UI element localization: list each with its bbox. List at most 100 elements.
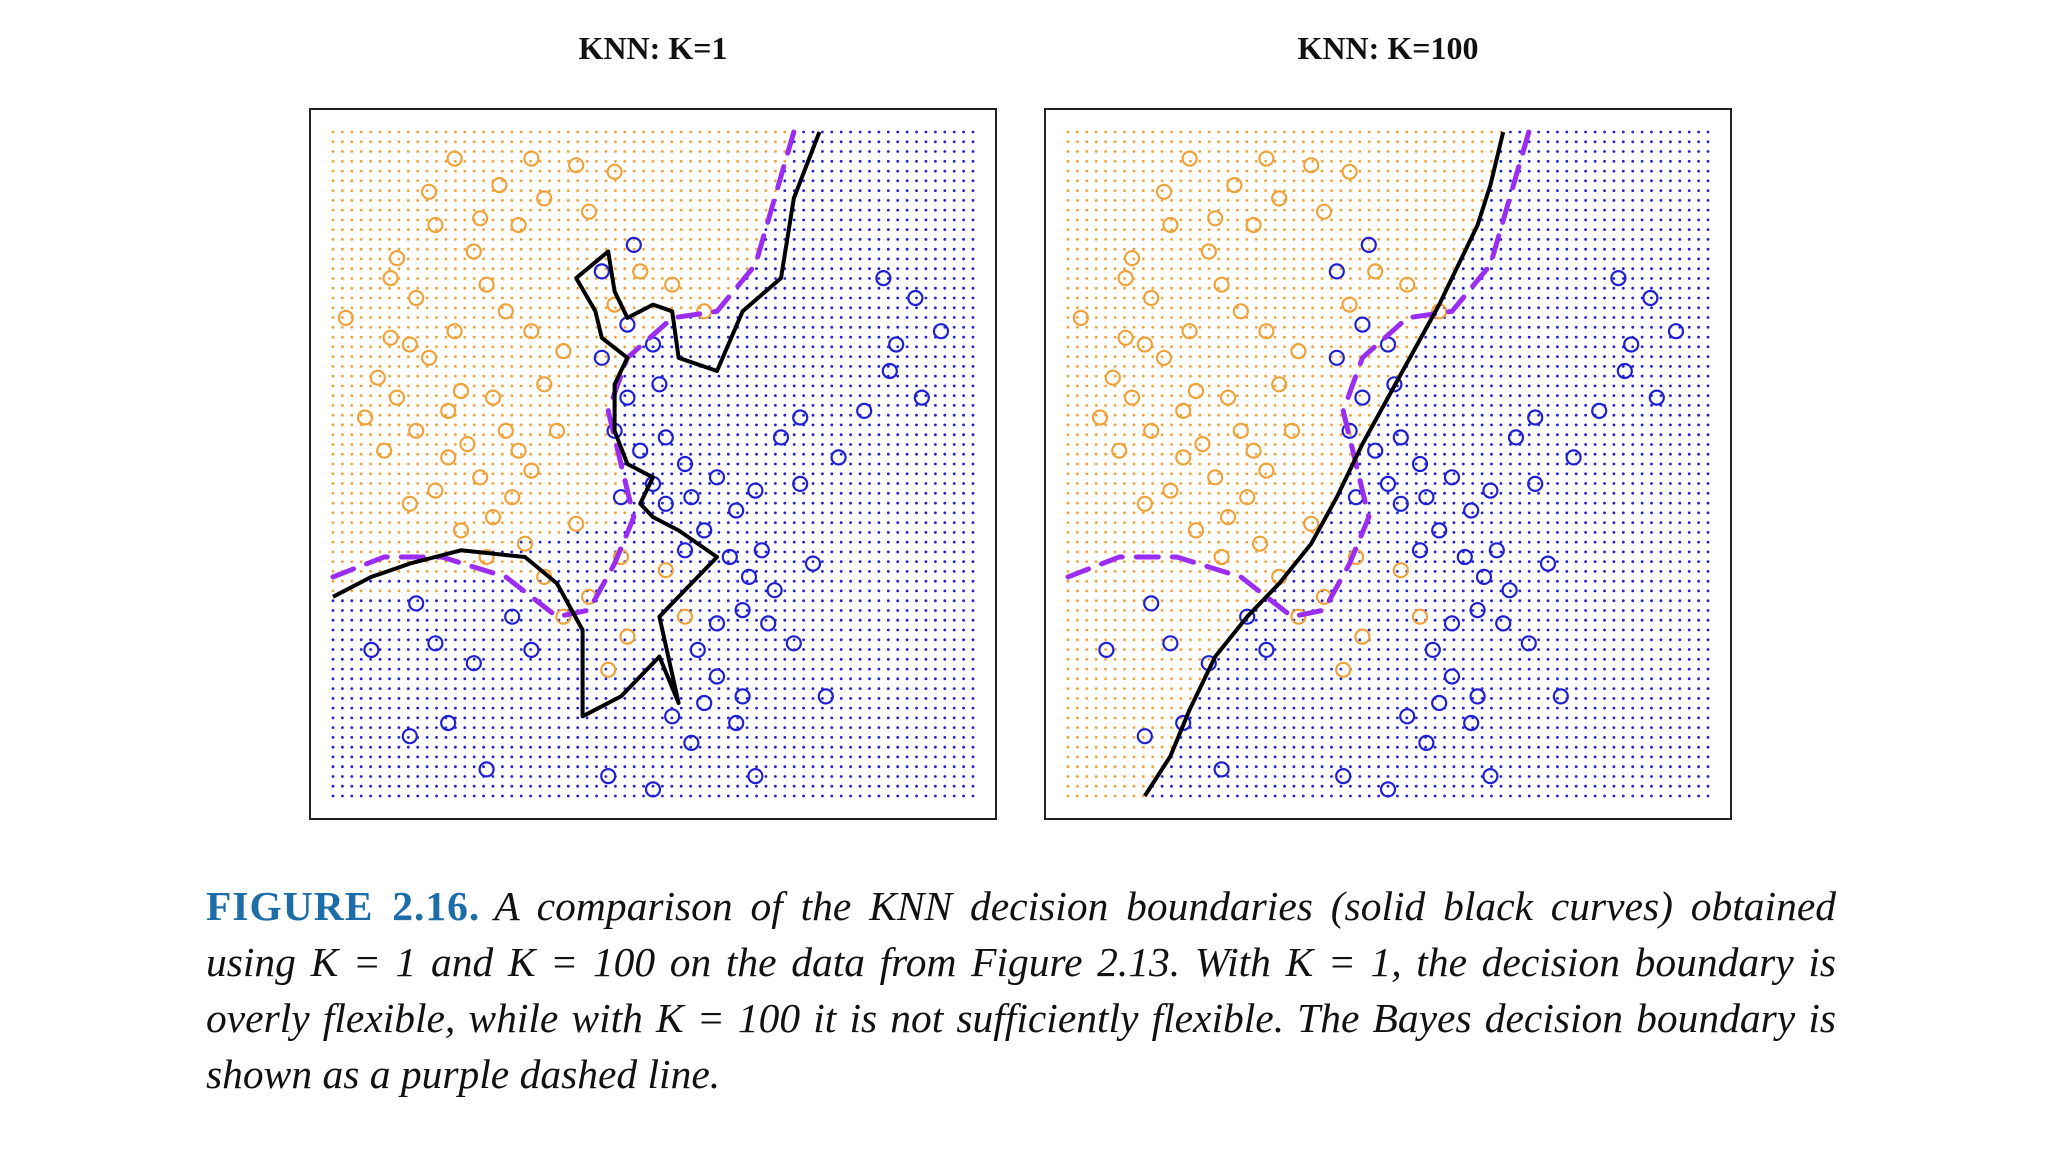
grid-dot-orange — [604, 394, 608, 397]
grid-dot-orange — [369, 150, 372, 153]
grid-dot-blue — [670, 531, 674, 534]
grid-dot-blue — [886, 443, 890, 446]
grid-dot-orange — [510, 531, 514, 534]
grid-dot-blue — [802, 365, 805, 368]
grid-dot-orange — [585, 335, 589, 339]
data-point-orange — [472, 210, 489, 227]
grid-dot-blue — [623, 765, 627, 769]
grid-dot-orange — [576, 247, 580, 251]
grid-dot-orange — [717, 267, 721, 271]
grid-dot-blue — [811, 335, 815, 339]
grid-dot-blue — [839, 179, 843, 183]
grid-dot-blue — [689, 482, 692, 485]
grid-dot-blue — [670, 384, 674, 388]
grid-dot-blue — [905, 423, 909, 427]
grid-dot-orange — [378, 462, 382, 466]
grid-dot-blue — [802, 472, 805, 476]
grid-dot-blue — [830, 628, 834, 632]
grid-dot-blue — [482, 589, 485, 593]
grid-dot-orange — [529, 325, 532, 329]
grid-dot-orange — [388, 296, 391, 300]
grid-dot-orange — [397, 423, 401, 427]
grid-dot-blue — [764, 755, 768, 759]
grid-dot-blue — [755, 443, 758, 446]
grid-dot-blue — [915, 179, 918, 183]
grid-dot-orange — [378, 540, 382, 544]
grid-dot-blue — [886, 140, 890, 144]
grid-dot-orange — [378, 325, 382, 329]
grid-dot-blue — [811, 511, 815, 515]
grid-dot-blue — [830, 404, 834, 407]
grid-dot-blue — [755, 384, 758, 388]
grid-dot-blue — [454, 628, 457, 632]
grid-dot-blue — [454, 687, 457, 690]
grid-dot-blue — [661, 413, 664, 417]
grid-dot-blue — [614, 570, 617, 573]
grid-dot-blue — [576, 638, 580, 642]
grid-dot-blue — [962, 384, 965, 388]
grid-dot-blue — [548, 765, 551, 769]
grid-dot-blue — [679, 491, 683, 495]
grid-dot-blue — [331, 638, 335, 642]
grid-dot-orange — [1076, 540, 1079, 544]
grid-dot-orange — [566, 491, 570, 495]
grid-dot-orange — [397, 413, 401, 417]
grid-dot-blue — [406, 628, 410, 632]
grid-dot-orange — [501, 394, 504, 397]
grid-dot-orange — [388, 306, 391, 310]
grid-dot-orange — [708, 199, 711, 202]
grid-dot-orange — [755, 179, 758, 183]
grid-dot-blue — [774, 657, 777, 661]
grid-dot-blue — [792, 736, 796, 739]
grid-dot-orange — [576, 521, 580, 524]
data-point-orange — [452, 522, 470, 539]
grid-dot-blue — [821, 716, 824, 720]
grid-dot-blue — [783, 697, 787, 700]
grid-dot-blue — [943, 247, 947, 251]
grid-dot-orange — [482, 374, 485, 378]
grid-dot-orange — [745, 208, 749, 212]
grid-dot-blue — [745, 404, 749, 407]
grid-dot-blue — [915, 433, 918, 437]
data-point-blue — [772, 429, 790, 446]
grid-dot-orange — [331, 589, 335, 593]
grid-dot-blue — [510, 726, 514, 729]
grid-dot-blue — [783, 374, 787, 378]
grid-dot-blue — [632, 667, 636, 671]
grid-dot-blue — [802, 550, 805, 554]
grid-dot-blue — [924, 169, 928, 173]
grid-dot-orange — [341, 130, 344, 134]
grid-dot-blue — [802, 130, 805, 134]
grid-dot-blue — [585, 531, 589, 534]
grid-dot-blue — [915, 247, 918, 251]
grid-dot-orange — [529, 208, 532, 212]
grid-dot-blue — [830, 726, 834, 729]
grid-dot-blue — [623, 618, 627, 622]
grid-dot-orange — [519, 130, 523, 134]
grid-dot-orange — [388, 550, 391, 554]
grid-dot-orange — [406, 394, 410, 397]
grid-dot-orange — [698, 286, 702, 290]
grid-dot-orange — [1066, 257, 1070, 261]
grid-dot-blue — [661, 491, 664, 495]
grid-dot-blue — [689, 657, 692, 661]
grid-dot-orange — [416, 208, 420, 212]
data-point-blue — [753, 542, 770, 559]
grid-dot-blue — [774, 784, 777, 788]
grid-dot-orange — [651, 296, 655, 300]
data-point-orange — [516, 535, 534, 552]
grid-dot-blue — [736, 794, 740, 798]
grid-dot-orange — [359, 238, 363, 241]
grid-dot-orange — [350, 247, 354, 251]
data-point-blue — [785, 635, 802, 652]
grid-dot-orange — [482, 531, 485, 534]
grid-dot-blue — [632, 462, 636, 466]
grid-dot-orange — [557, 433, 561, 437]
grid-dot-orange — [548, 228, 551, 231]
grid-dot-blue — [934, 736, 937, 739]
grid-dot-blue — [905, 765, 909, 769]
grid-dot-blue — [435, 784, 438, 788]
grid-dot-blue — [924, 335, 928, 339]
grid-dot-blue — [670, 638, 674, 642]
grid-dot-orange — [745, 140, 749, 144]
